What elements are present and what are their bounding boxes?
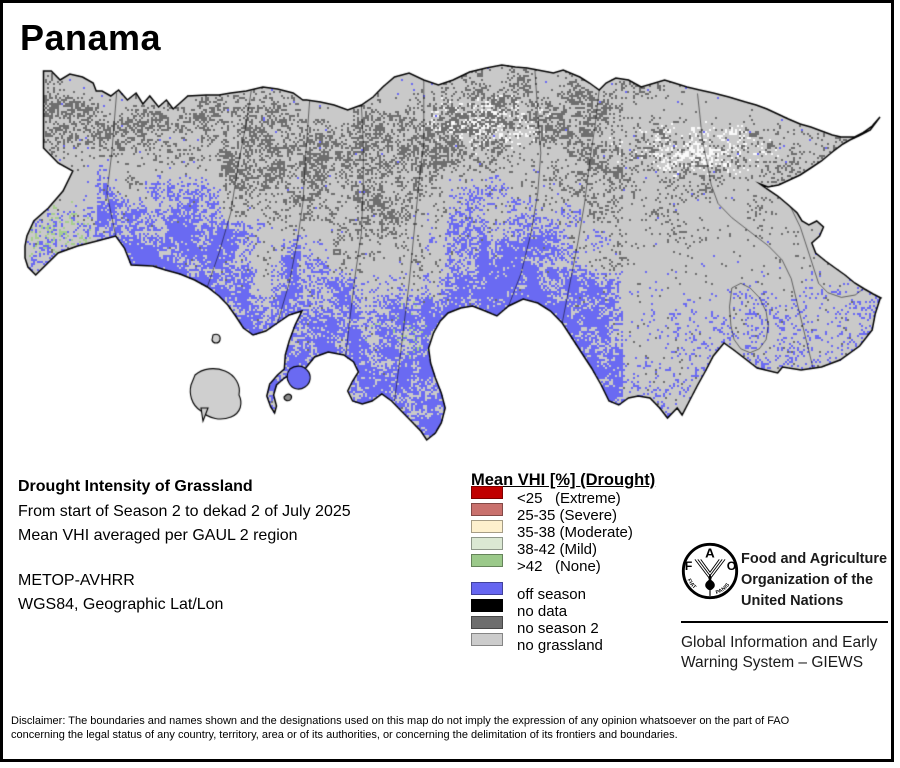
svg-text:A: A [705, 546, 715, 561]
svg-text:F: F [685, 559, 692, 573]
svg-text:O: O [727, 559, 736, 573]
